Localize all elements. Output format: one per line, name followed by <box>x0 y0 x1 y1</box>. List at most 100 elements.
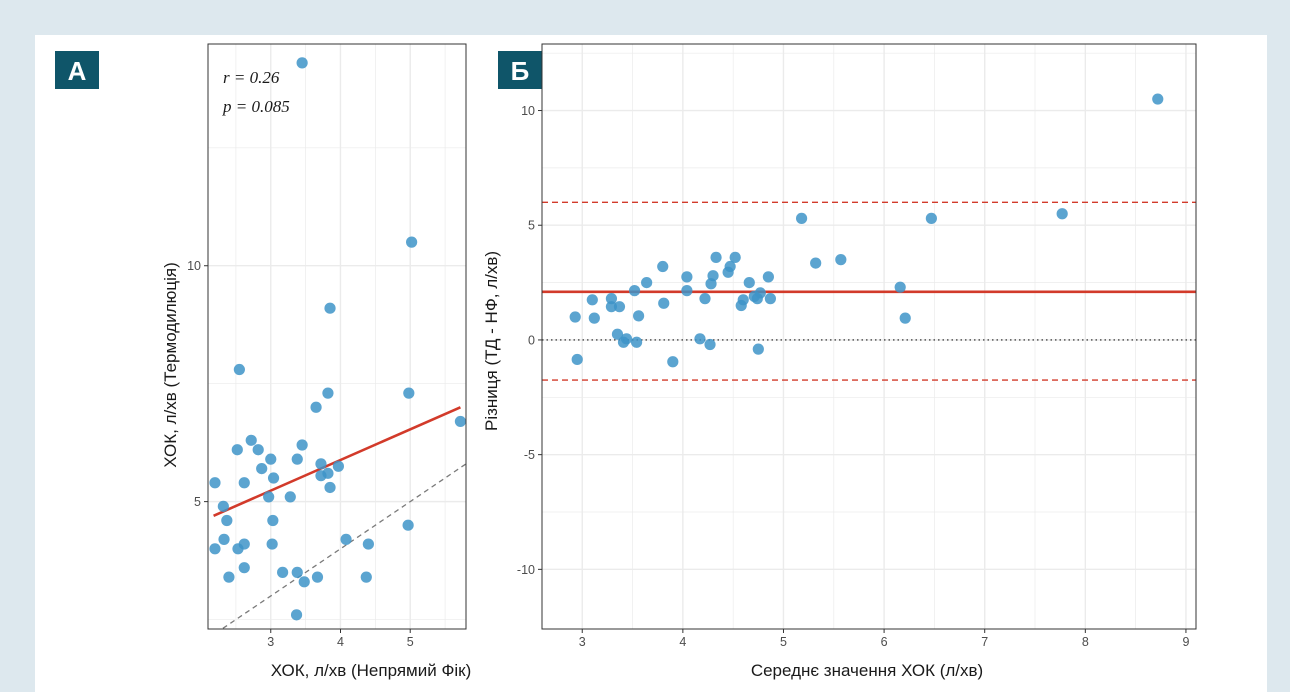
b-x-tick-label: 9 <box>1182 635 1189 649</box>
b-data-point <box>605 301 618 313</box>
b-data-point <box>795 212 808 224</box>
b-data-point <box>899 312 911 324</box>
a-data-point <box>402 519 414 531</box>
a-data-point <box>296 439 308 451</box>
panel-b-y-axis-title: Різниця (ТД - НФ, л/хв) <box>482 251 501 431</box>
a-data-point <box>360 571 372 583</box>
a-data-point <box>252 444 264 456</box>
a-plot-border <box>207 43 467 630</box>
b-data-point <box>752 343 764 355</box>
panel-a-x-axis-title: ХОК, л/хв (Непрямий Фік) <box>271 661 472 680</box>
b-x-tick-label: 4 <box>679 635 686 649</box>
b-data-point <box>748 290 760 302</box>
panel-b-x-axis-title: Середнє значення ХОК (л/хв) <box>751 661 983 680</box>
b-data-point <box>613 301 626 313</box>
a-data-point <box>233 363 245 376</box>
a-data-point <box>311 571 324 583</box>
a-data-point <box>340 533 352 545</box>
b-data-point <box>729 251 741 263</box>
b-y-tick-label: 5 <box>528 219 535 233</box>
b-x-tick-label: 7 <box>981 635 988 649</box>
panel-a: А 3 4 5 5 10 r = 0.26 p = 0.085 ХОК, л/хв (Н… <box>55 43 472 680</box>
b-data-point <box>632 310 645 322</box>
a-data-point <box>238 477 250 489</box>
a-data-point <box>218 533 230 545</box>
a-data-point <box>315 470 327 482</box>
b-data-point <box>569 311 581 323</box>
b-x-tick-label: 8 <box>1082 635 1089 649</box>
a-data-point <box>332 460 344 472</box>
panel-a-tag <box>55 51 99 89</box>
a-data-point <box>324 481 336 494</box>
a-data-point <box>322 387 334 399</box>
b-y-tick-label: 0 <box>528 333 535 347</box>
panel-b-frame <box>541 43 1197 630</box>
b-data-point <box>735 299 747 312</box>
a-data-point <box>362 538 374 550</box>
figure-panel: А 3 4 5 5 10 r = 0.26 p = 0.085 ХОК, л/хв (Н… <box>35 35 1267 692</box>
a-data-point <box>263 491 275 503</box>
b-x-tick-label: 3 <box>579 635 586 649</box>
b-data-point <box>705 278 717 290</box>
a-data-point <box>277 566 289 578</box>
b-y-tick-label: -5 <box>524 448 535 462</box>
b-data-point <box>810 257 822 269</box>
b-data-point <box>710 251 722 263</box>
chart-figure: А 3 4 5 5 10 r = 0.26 p = 0.085 ХОК, л/хв (Н… <box>55 43 1197 680</box>
b-data-point <box>1056 208 1068 220</box>
a-data-point <box>267 514 279 527</box>
b-data-point <box>699 293 711 305</box>
b-data-point <box>588 312 600 324</box>
a-data-point <box>310 401 322 413</box>
b-data-point <box>605 293 618 305</box>
b-data-point <box>641 276 653 289</box>
panel-b-grid <box>542 44 1196 629</box>
a-data-point <box>406 236 418 248</box>
b-data-point <box>586 294 598 306</box>
a-x-tick-label: 5 <box>407 635 414 649</box>
b-data-point <box>764 293 776 305</box>
a-identity-line <box>220 463 466 629</box>
b-plot-border <box>541 43 1197 630</box>
b-y-tick-label: -10 <box>517 563 535 577</box>
a-data-point <box>298 576 310 588</box>
b-data-point <box>617 336 630 348</box>
b-data-point <box>628 285 641 297</box>
b-data-point <box>722 266 734 278</box>
panel-a-frame <box>207 43 467 630</box>
panel-b-tag <box>498 51 542 89</box>
a-data-point <box>267 472 280 484</box>
a-data-point <box>291 453 303 465</box>
b-data-point <box>571 353 583 366</box>
a-data-point <box>403 387 415 399</box>
a-data-point <box>284 491 296 503</box>
b-data-point <box>704 338 716 351</box>
panel-a-grid <box>208 44 466 629</box>
panel-a-y-axis-title: ХОК, л/хв (Термодилюція) <box>161 262 180 467</box>
a-y-tick-label: 5 <box>194 495 201 509</box>
a-data-point <box>223 571 235 583</box>
b-data-point <box>1152 93 1164 105</box>
a-data-point <box>245 434 257 446</box>
a-data-point <box>231 444 243 456</box>
a-data-point <box>265 453 277 465</box>
panel-a-ticks: 3 4 5 5 10 <box>187 259 414 649</box>
b-data-point <box>630 336 643 348</box>
a-data-point <box>209 543 221 555</box>
b-data-point <box>694 333 706 345</box>
b-data-point <box>835 254 847 266</box>
a-data-point <box>291 566 303 578</box>
a-data-point <box>454 415 467 428</box>
panel-a-r-annotation: r = 0.26 <box>223 68 280 87</box>
b-data-point <box>658 297 670 309</box>
panel-b-lines <box>542 201 1196 381</box>
b-data-point <box>667 356 679 368</box>
panel-b: Б 3 4 5 6 7 8 9 -10 -5 0 5 10 Середнє значення ХОК … <box>482 43 1197 680</box>
b-data-point <box>762 271 774 283</box>
b-y-tick-label: 10 <box>521 104 535 118</box>
a-x-tick-label: 3 <box>267 635 274 649</box>
panel-b-points <box>569 93 1164 368</box>
b-data-point <box>743 276 755 289</box>
b-data-point <box>611 328 624 340</box>
a-x-tick-label: 4 <box>337 635 344 649</box>
